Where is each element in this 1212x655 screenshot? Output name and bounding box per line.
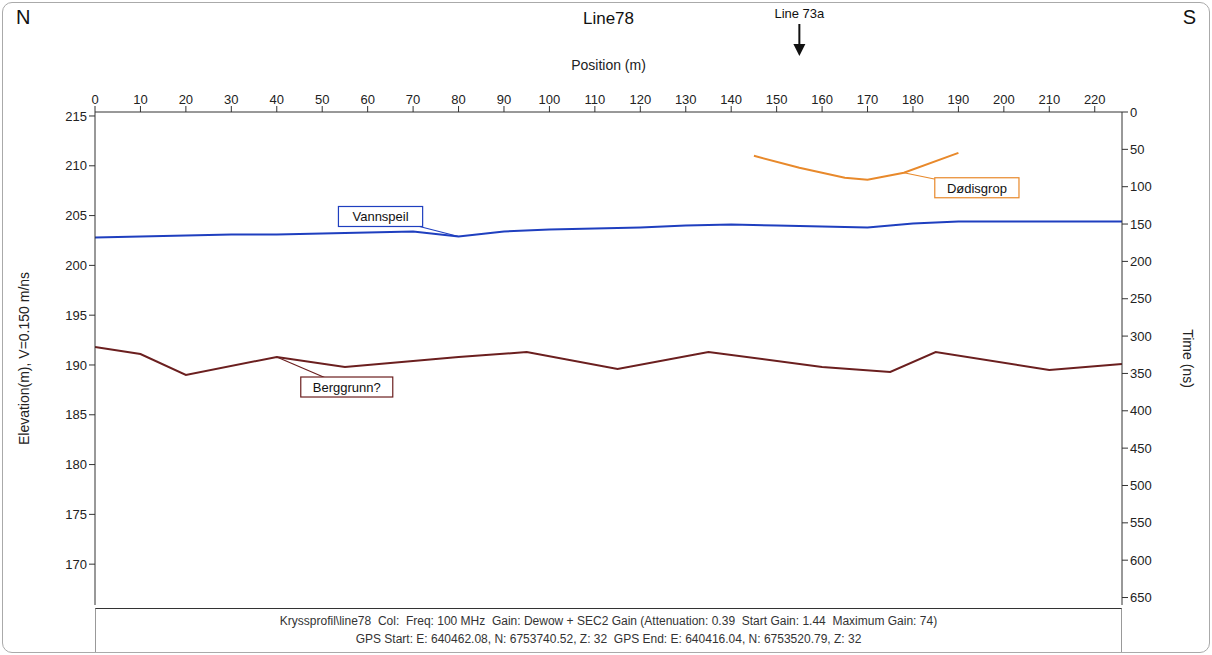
svg-text:180: 180	[65, 457, 87, 472]
svg-text:185: 185	[65, 407, 87, 422]
svg-text:215: 215	[65, 109, 87, 124]
svg-text:90: 90	[497, 92, 511, 107]
svg-text:Vannspeil: Vannspeil	[352, 209, 408, 224]
svg-text:190: 190	[65, 358, 87, 373]
svg-text:220: 220	[1084, 92, 1106, 107]
svg-text:350: 350	[1130, 366, 1152, 381]
svg-text:200: 200	[65, 258, 87, 273]
svg-text:120: 120	[629, 92, 651, 107]
svg-text:175: 175	[65, 507, 87, 522]
html-text:GPS Start: E: 640462.08, N: 67: GPS Start: E: 640462.08, N: 6753740.52, …	[355, 632, 862, 646]
svg-text:210: 210	[65, 158, 87, 173]
svg-text:10: 10	[133, 92, 147, 107]
svg-text:160: 160	[811, 92, 833, 107]
svg-text:300: 300	[1130, 329, 1152, 344]
svg-text:60: 60	[360, 92, 374, 107]
svg-text:100: 100	[539, 92, 561, 107]
svg-text:Time (ns): Time (ns)	[1180, 329, 1196, 388]
svg-text:170: 170	[857, 92, 879, 107]
svg-text:S: S	[1183, 6, 1196, 28]
svg-text:40: 40	[270, 92, 284, 107]
svg-text:Line 73a: Line 73a	[774, 6, 825, 21]
svg-text:210: 210	[1038, 92, 1060, 107]
svg-text:100: 100	[1130, 179, 1152, 194]
svg-text:70: 70	[406, 92, 420, 107]
svg-text:500: 500	[1130, 478, 1152, 493]
svg-text:50: 50	[1130, 142, 1144, 157]
svg-text:250: 250	[1130, 291, 1152, 306]
svg-text:Berggrunn?: Berggrunn?	[313, 380, 381, 395]
svg-text:205: 205	[65, 208, 87, 223]
svg-text:195: 195	[65, 308, 87, 323]
svg-text:550: 550	[1130, 515, 1152, 530]
svg-text:170: 170	[65, 557, 87, 572]
svg-text:130: 130	[675, 92, 697, 107]
svg-text:20: 20	[179, 92, 193, 107]
svg-text:0: 0	[91, 92, 98, 107]
svg-text:200: 200	[993, 92, 1015, 107]
svg-text:0: 0	[1130, 105, 1137, 120]
svg-text:400: 400	[1130, 403, 1152, 418]
svg-text:150: 150	[766, 92, 788, 107]
svg-text:Dødisgrop: Dødisgrop	[947, 181, 1007, 196]
svg-text:110: 110	[585, 92, 606, 107]
svg-text:200: 200	[1130, 254, 1152, 269]
svg-text:30: 30	[224, 92, 238, 107]
svg-text:80: 80	[451, 92, 465, 107]
svg-text:Elevation(m), V=0.150 m/ns: Elevation(m), V=0.150 m/ns	[16, 272, 32, 445]
svg-text:650: 650	[1130, 590, 1152, 605]
svg-text:180: 180	[902, 92, 924, 107]
html-text:Kryssprofil\line78 Col: Freq:: Kryssprofil\line78 Col: Freq: 100 MHz Ga…	[279, 614, 938, 628]
svg-text:50: 50	[315, 92, 329, 107]
svg-text:450: 450	[1130, 441, 1152, 456]
svg-text:190: 190	[948, 92, 970, 107]
svg-text:N: N	[16, 6, 30, 28]
svg-text:Line78: Line78	[583, 9, 634, 28]
svg-text:600: 600	[1130, 553, 1152, 568]
svg-text:150: 150	[1130, 217, 1152, 232]
svg-text:Position (m): Position (m)	[571, 57, 646, 73]
svg-text:140: 140	[720, 92, 742, 107]
